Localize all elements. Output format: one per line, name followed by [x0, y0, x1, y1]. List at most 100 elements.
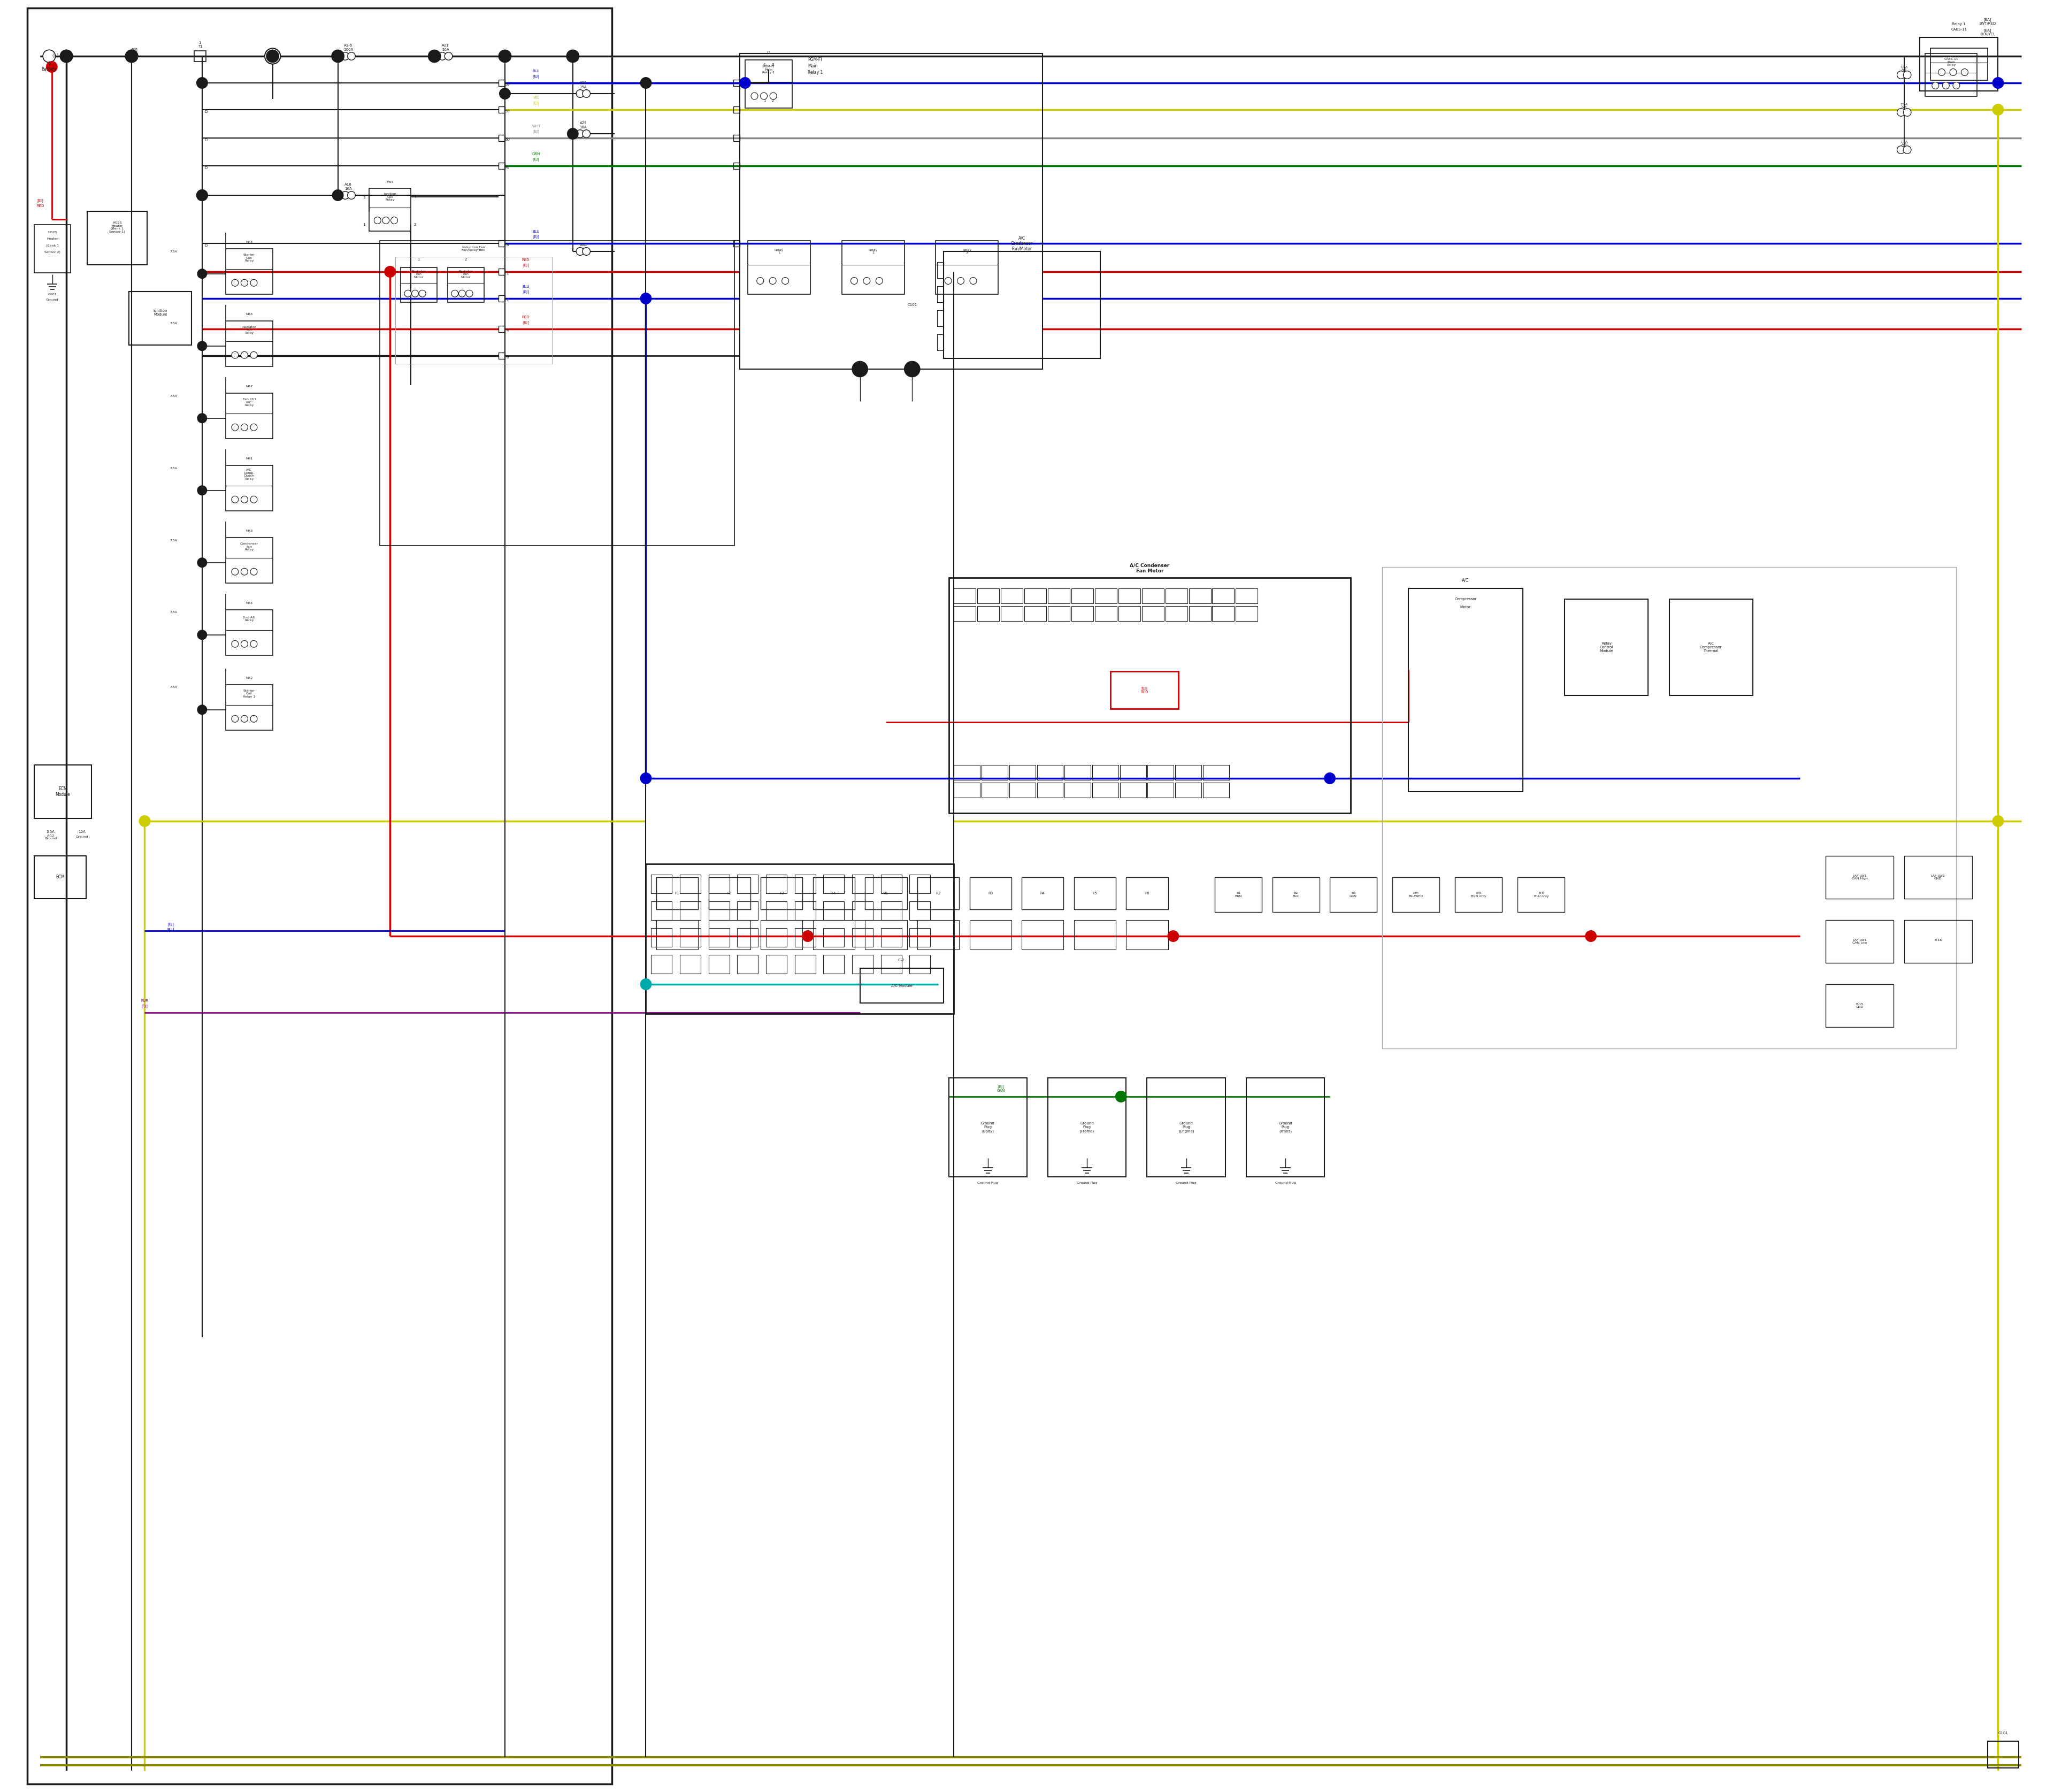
Text: F6: F6 — [1144, 892, 1150, 894]
Text: F4: F4 — [832, 892, 836, 894]
Bar — [27, 7, 612, 1785]
Bar — [35, 857, 86, 898]
Bar — [852, 928, 873, 946]
Bar — [1175, 783, 1202, 797]
Text: [EJ]: [EJ] — [142, 1004, 148, 1007]
Text: D: D — [205, 167, 207, 170]
Bar — [1095, 588, 1117, 604]
Circle shape — [641, 77, 651, 88]
Text: R2: R2 — [937, 892, 941, 894]
Text: [EA]
BLK/YEL: [EA] BLK/YEL — [1980, 29, 1994, 36]
Bar — [1142, 606, 1165, 622]
Bar — [1093, 783, 1117, 797]
Circle shape — [125, 50, 138, 63]
Text: G101: G101 — [1999, 1731, 2009, 1735]
Text: ECM
Module: ECM Module — [55, 787, 70, 797]
Bar — [737, 901, 758, 919]
Bar — [1048, 588, 1070, 604]
Text: RED: RED — [522, 258, 530, 262]
Circle shape — [1943, 82, 1949, 90]
Bar — [1072, 606, 1093, 622]
Bar — [680, 874, 700, 894]
Bar — [1204, 783, 1228, 797]
Text: A/C
Condenser
Fan/Motor: A/C Condenser Fan/Motor — [1011, 235, 1033, 251]
Text: [EJ]
RED: [EJ] RED — [1140, 686, 1148, 694]
Bar — [1189, 606, 1210, 622]
Text: 1: 1 — [364, 222, 366, 226]
Circle shape — [567, 50, 579, 63]
Circle shape — [232, 568, 238, 575]
Text: L5: L5 — [766, 52, 770, 54]
Text: PGM-FI: PGM-FI — [807, 57, 822, 63]
Text: 100A: 100A — [343, 48, 353, 52]
Bar — [1111, 672, 1179, 710]
Circle shape — [232, 351, 238, 358]
Text: Ignition
Coil
Relay: Ignition Coil Relay — [384, 192, 396, 201]
Bar — [1119, 783, 1146, 797]
Circle shape — [374, 217, 380, 224]
Text: 59: 59 — [505, 82, 509, 86]
Circle shape — [1898, 145, 1904, 154]
Text: A/C Module: A/C Module — [891, 984, 912, 987]
Text: 60A: 60A — [579, 244, 587, 247]
Circle shape — [60, 50, 72, 63]
Bar — [680, 901, 700, 919]
Bar — [937, 262, 943, 278]
Text: 16A: 16A — [345, 186, 351, 190]
Bar — [1021, 878, 1064, 909]
Text: Ground Plug: Ground Plug — [1175, 1183, 1197, 1185]
Text: 7.5A: 7.5A — [170, 611, 177, 615]
Text: R4: R4 — [1039, 892, 1045, 894]
Text: B3
GRN: B3 GRN — [1349, 892, 1358, 898]
Circle shape — [251, 568, 257, 575]
Text: [EJ]: [EJ] — [534, 158, 540, 161]
Bar — [1329, 878, 1376, 912]
Text: Condenser
Fan
Relay: Condenser Fan Relay — [240, 543, 259, 552]
Text: 2: 2 — [772, 99, 774, 102]
Text: RED: RED — [522, 315, 530, 319]
Bar — [657, 878, 698, 909]
Text: M45: M45 — [246, 602, 253, 604]
Circle shape — [438, 52, 446, 61]
Circle shape — [265, 48, 281, 65]
Circle shape — [1939, 68, 1945, 75]
Circle shape — [863, 278, 871, 285]
Circle shape — [405, 290, 411, 297]
Circle shape — [251, 351, 257, 358]
Text: D: D — [205, 244, 207, 247]
Circle shape — [427, 50, 442, 63]
Bar — [1826, 857, 1894, 898]
Circle shape — [347, 52, 355, 61]
Bar — [1025, 588, 1045, 604]
Text: PUR: PUR — [142, 1000, 148, 1002]
Bar — [766, 928, 787, 946]
Bar — [1212, 606, 1234, 622]
Text: 59: 59 — [505, 109, 509, 113]
Circle shape — [47, 61, 58, 72]
Bar — [937, 287, 943, 303]
Bar — [226, 609, 273, 656]
Text: M46: M46 — [246, 314, 253, 315]
Text: B-6
BRN only: B-6 BRN only — [1471, 892, 1487, 898]
Bar — [760, 878, 803, 909]
Bar — [35, 224, 70, 272]
Bar — [1237, 588, 1257, 604]
Text: 3: 3 — [772, 63, 774, 66]
Bar — [881, 955, 902, 973]
Bar — [680, 928, 700, 946]
Circle shape — [770, 278, 776, 285]
Circle shape — [583, 90, 589, 97]
Bar — [766, 901, 787, 919]
Bar — [795, 928, 815, 946]
Text: 7.5A: 7.5A — [170, 466, 177, 470]
Text: 7.5A
A-8: 7.5A A-8 — [1900, 102, 1908, 109]
Circle shape — [567, 50, 579, 61]
Text: Starter
Coil
Relay 1: Starter Coil Relay 1 — [242, 690, 255, 699]
Bar — [949, 577, 1352, 814]
Text: Battery: Battery — [41, 66, 58, 72]
Text: D: D — [205, 109, 207, 113]
Circle shape — [240, 425, 249, 430]
Text: 1: 1 — [199, 41, 201, 45]
Text: T1: T1 — [197, 45, 203, 48]
Bar — [737, 955, 758, 973]
